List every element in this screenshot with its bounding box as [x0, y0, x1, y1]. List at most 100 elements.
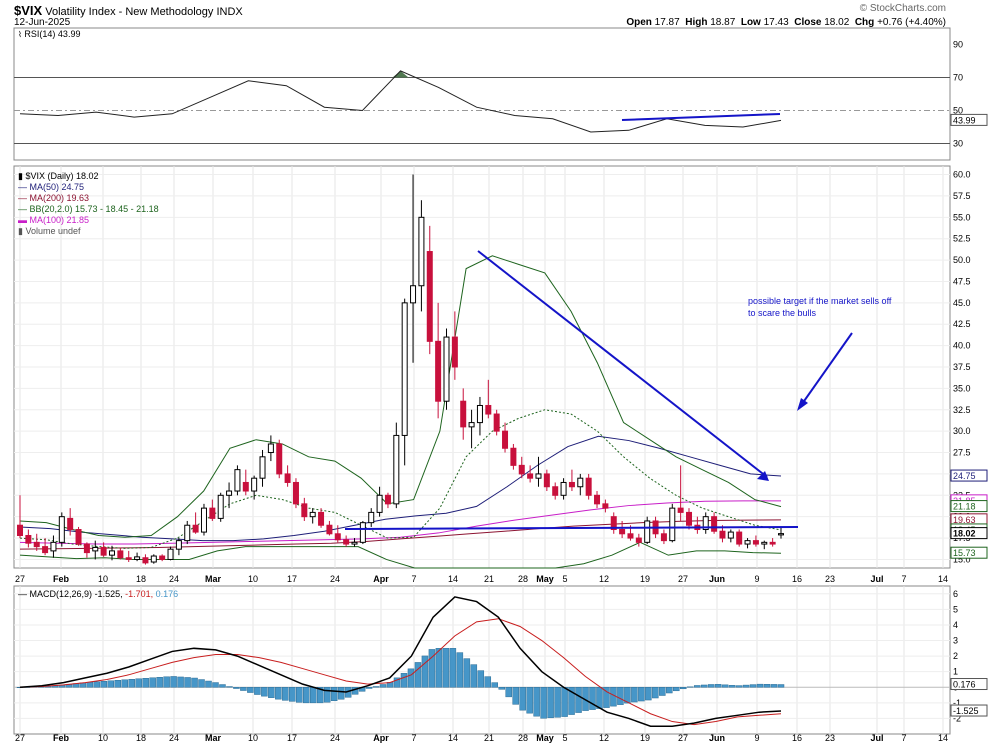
macd-histogram-bar: [128, 679, 135, 688]
macd-histogram-bar: [498, 687, 505, 690]
date-tick-label: 14: [938, 574, 948, 584]
candle-body: [125, 557, 132, 560]
candle-body: [594, 494, 601, 505]
macd-name: MACD(12,26,9): [29, 589, 93, 599]
candle-body: [67, 517, 74, 531]
candle-body: [443, 336, 450, 402]
macd-tick-label: 1: [953, 667, 958, 677]
legend-volume: ▮ Volume undef: [18, 226, 81, 236]
legend-ma200: — MA(200) 19.63: [18, 193, 90, 203]
candle-body: [401, 302, 408, 436]
candle-body: [778, 533, 784, 536]
price-tick-label: 35.0: [953, 383, 971, 393]
macd-histogram-bar: [142, 678, 149, 688]
date-tick-label: 24: [330, 574, 340, 584]
downtrend-line: [477, 250, 768, 478]
price-value-badge: [950, 469, 988, 482]
low-label: Low: [740, 17, 761, 28]
macd-value-label: 0.176: [953, 680, 976, 690]
candle-body: [669, 507, 676, 542]
rsi-tick-label: 50: [953, 106, 963, 116]
macd-histogram-bar: [735, 685, 743, 688]
candle-body: [226, 490, 233, 496]
pane-frame-rsi: [13, 27, 951, 161]
macd-histogram-bar: [645, 687, 652, 701]
macd-line: [19, 596, 782, 727]
index-name: Volatility Index - New Methodology: [45, 6, 214, 18]
macd-histogram-bar: [205, 680, 212, 688]
rsi-value-label: 43.99: [953, 115, 976, 125]
price-tick-label: 57.5: [953, 191, 971, 201]
macd-histogram-bar: [302, 687, 310, 704]
candle-body: [719, 530, 726, 539]
candle-body: [761, 541, 768, 545]
macd-histogram-bar: [700, 684, 708, 688]
legend-volume-text: Volume undef: [25, 226, 81, 236]
macd-histogram-bar: [449, 648, 457, 688]
histogram-value: 0.176: [155, 589, 179, 599]
date-tick-label: 10: [248, 574, 258, 584]
date-tick-label: 27: [678, 574, 688, 584]
date-tick-label: 10: [98, 574, 108, 584]
candle-body: [736, 531, 743, 545]
candle-body: [234, 469, 241, 492]
macd-histogram-bar: [268, 687, 275, 698]
macd-histogram-bar: [575, 687, 582, 713]
date-tick-label: 19: [640, 574, 650, 584]
symbol: $VIX: [14, 3, 43, 18]
date-tick-label: 24: [169, 733, 179, 743]
brand-watermark: © StockCharts.com: [859, 3, 946, 14]
candle-body: [493, 413, 500, 432]
candle-body: [83, 543, 90, 554]
price-value-label: 21.18: [953, 502, 976, 512]
macd-histogram-bar: [114, 680, 121, 688]
macd-tick-label: 2: [953, 651, 958, 661]
macd-legend: — MACD(12,26,9) -1.525, -1.701, 0.176: [18, 589, 178, 600]
macd-histogram-bar: [226, 686, 233, 688]
macd-histogram-bar: [624, 687, 631, 704]
candle-body: [292, 481, 299, 505]
candle-body: [711, 516, 718, 532]
candle-body: [192, 524, 199, 533]
rsi-tick-label: 70: [953, 73, 963, 83]
chart-date: 12-Jun-2025: [14, 17, 71, 28]
macd-histogram-bar: [428, 649, 436, 688]
price-tick-label: 55.0: [953, 212, 971, 222]
candle-body: [752, 540, 759, 545]
candle-body: [619, 529, 626, 535]
candle-body: [384, 494, 391, 505]
macd-tick-label: 5: [953, 604, 958, 614]
legend-ma50: — MA(50) 24.75: [18, 182, 85, 192]
macd-histogram-bar: [240, 687, 247, 691]
candle-body: [209, 507, 216, 519]
macd-histogram-bar: [666, 687, 673, 694]
price-value-badge: [950, 500, 988, 513]
price-tick-label: 60.0: [953, 170, 971, 180]
macd-histogram-bar: [121, 679, 128, 688]
macd-histogram-bar: [631, 687, 638, 703]
candle-body: [267, 443, 274, 454]
candle-body: [284, 473, 291, 483]
candle-body: [159, 555, 166, 560]
macd-histogram-bar: [442, 648, 450, 688]
macd-histogram-bar: [177, 676, 184, 688]
candle-body: [326, 524, 333, 535]
date-tick-label: 9: [754, 574, 759, 584]
macd-histogram-bar: [680, 687, 687, 690]
candle-body: [301, 503, 308, 518]
candle-body: [585, 477, 592, 496]
macd-histogram-bar: [247, 687, 254, 693]
legend-ma200-text: MA(200) 19.63: [29, 193, 90, 203]
candle-body: [510, 447, 517, 466]
macd-histogram-bar: [686, 686, 694, 688]
high-value: 18.87: [710, 17, 736, 28]
candle-body: [92, 546, 99, 552]
change-label: Chg: [854, 17, 875, 28]
date-tick-label: 7: [411, 733, 416, 743]
macd-histogram-bar: [505, 687, 512, 698]
candle-body: [610, 516, 617, 531]
candle-body: [744, 540, 751, 545]
date-tick-label: 19: [640, 733, 650, 743]
macd-histogram-bar: [275, 687, 282, 700]
price-tick-label: 45.0: [953, 298, 971, 308]
